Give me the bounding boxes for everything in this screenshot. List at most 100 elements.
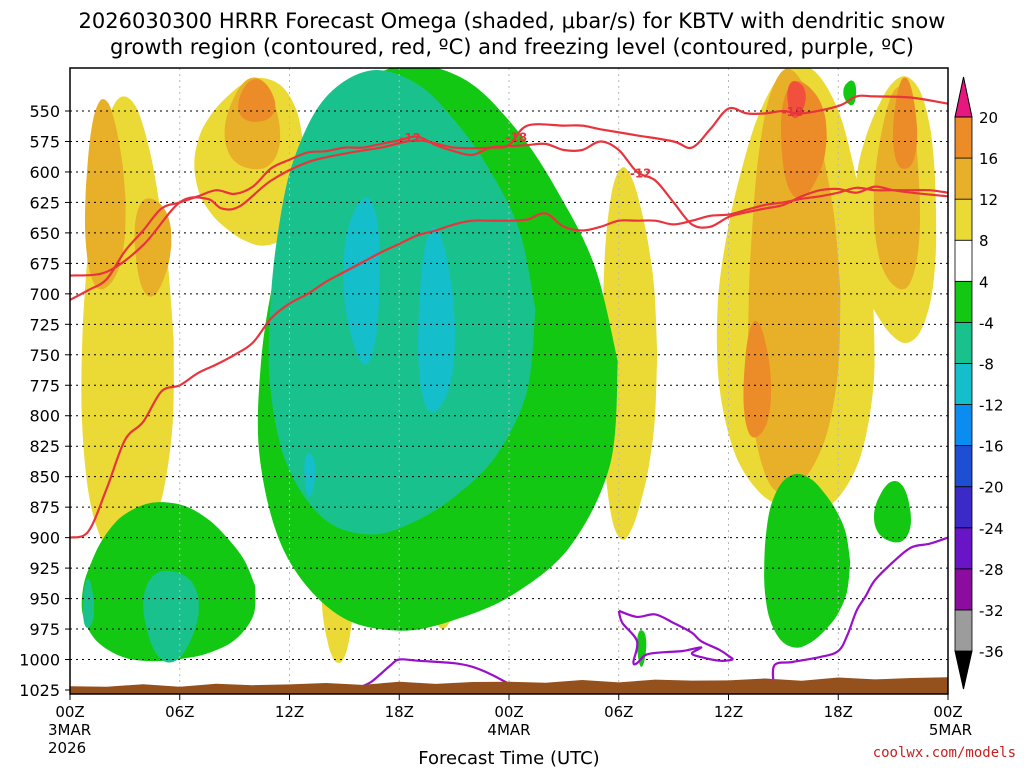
omega-region-hr4-7-blob bbox=[143, 570, 199, 663]
y-tick-label-625: 625 bbox=[29, 193, 60, 212]
colorbar-box-8-to-12 bbox=[954, 198, 973, 241]
colorbar-arrow-high bbox=[954, 76, 973, 118]
chart-title-line-1: 2026030300 HRRR Forecast Omega (shaded, … bbox=[79, 9, 946, 33]
colorbar-box--24-to--20 bbox=[954, 486, 973, 529]
y-tick-label-975: 975 bbox=[29, 620, 60, 639]
colorbar-arrow-low bbox=[954, 650, 973, 690]
x-tick-label-8: 00Z bbox=[933, 703, 962, 721]
y-tick-label-900: 900 bbox=[29, 529, 60, 548]
colorbar-label-8: 8 bbox=[979, 232, 989, 250]
colorbar-box--4-to-4 bbox=[954, 280, 973, 323]
x-tick-label-5: 06Z bbox=[604, 703, 633, 721]
y-tick-label-650: 650 bbox=[29, 224, 60, 243]
omega-region-hr37-5-peak bbox=[743, 320, 772, 438]
omega-region-hr15-17-core bbox=[343, 197, 380, 365]
y-tick-label-800: 800 bbox=[29, 407, 60, 426]
y-tick-label-875: 875 bbox=[29, 498, 60, 517]
x-tick-year-0: 2026 bbox=[48, 739, 86, 757]
terrain-band bbox=[70, 677, 948, 694]
y-tick-label-600: 600 bbox=[29, 163, 60, 182]
x-tick-label-1: 06Z bbox=[165, 703, 194, 721]
omega-region-hr38-42-5-low-blob bbox=[764, 473, 851, 648]
omega-region-hr39-6-max bbox=[787, 81, 806, 119]
colorbar-label-neg4: -4 bbox=[979, 314, 994, 332]
y-tick-label-1025: 1025 bbox=[19, 681, 60, 700]
y-tick-label-700: 700 bbox=[29, 285, 60, 304]
colorbar-box--12-to--8 bbox=[954, 363, 973, 405]
dgz-label-1-1: -18 bbox=[505, 130, 527, 144]
dgz-label-2-2: -12 bbox=[630, 167, 652, 181]
y-tick-label-725: 725 bbox=[29, 315, 60, 334]
colorbar-label-12: 12 bbox=[979, 191, 998, 209]
colorbar-box-4-to-8 bbox=[954, 239, 973, 282]
colorbar-label-neg28: -28 bbox=[979, 561, 1004, 579]
x-tick-label-6: 12Z bbox=[714, 703, 743, 721]
y-tick-label-550: 550 bbox=[29, 102, 60, 121]
omega-region-hr44-46-blob bbox=[873, 480, 911, 543]
x-tick-date-8: 5MAR bbox=[929, 721, 972, 739]
colorbar-label-neg32: -32 bbox=[979, 602, 1004, 620]
plot-frame bbox=[69, 67, 949, 695]
colorbar-box-12-to-16 bbox=[954, 157, 973, 200]
freezing-level-contour-2 bbox=[617, 609, 734, 666]
colorbar-box--32-to--28 bbox=[954, 568, 973, 611]
omega-region-hr45-5-peak bbox=[892, 77, 918, 169]
colorbar-box-16-to-20 bbox=[954, 116, 973, 159]
colorbar-box--20-to--16 bbox=[954, 445, 973, 488]
colorbar-box--16-to--12 bbox=[954, 404, 973, 447]
x-tick-label-3: 18Z bbox=[385, 703, 414, 721]
omega-region-hr13-core bbox=[304, 453, 316, 497]
colorbar: -36 -32 -28 -24 -20 -16 -12 -8 -4 4 8 12 16 20 bbox=[954, 76, 1004, 690]
colorbar-label-neg20: -20 bbox=[979, 479, 1004, 497]
plot-area bbox=[70, 68, 948, 694]
omega-region-hr31-sliver bbox=[637, 630, 647, 667]
y-tick-label-775: 775 bbox=[29, 376, 60, 395]
dgz-contour-2 bbox=[70, 135, 948, 301]
y-tick-label-825: 825 bbox=[29, 437, 60, 456]
dgz-contour-1 bbox=[70, 94, 948, 277]
credit-text: coolwx.com/models bbox=[873, 745, 1016, 761]
y-tick-label-850: 850 bbox=[29, 468, 60, 487]
y-tick-label-925: 925 bbox=[29, 559, 60, 578]
chart-title-line-2: growth region (contoured, red, ºC) and f… bbox=[110, 35, 914, 59]
freezing-level-contour-1 bbox=[358, 658, 510, 689]
dgz-contours bbox=[70, 94, 948, 539]
y-tick-label-750: 750 bbox=[29, 346, 60, 365]
colorbar-label-neg36: -36 bbox=[979, 643, 1004, 661]
colorbar-box--36-to--32 bbox=[954, 609, 973, 652]
colorbar-label-20: 20 bbox=[979, 109, 998, 127]
colorbar-label-16: 16 bbox=[979, 150, 998, 168]
colorbar-label-neg12: -12 bbox=[979, 397, 1004, 415]
x-tick-label-7: 18Z bbox=[824, 703, 853, 721]
omega-region-hr1-blob bbox=[82, 578, 94, 628]
x-tick-label-0: 00Z bbox=[55, 703, 84, 721]
x-tick-date-0: 3MAR bbox=[48, 721, 91, 739]
x-axis-title: Forecast Time (UTC) bbox=[418, 748, 599, 768]
x-tick-label-2: 12Z bbox=[275, 703, 304, 721]
y-tick-label-1000: 1000 bbox=[19, 651, 60, 670]
y-tick-label-675: 675 bbox=[29, 254, 60, 273]
colorbar-label-4: 4 bbox=[979, 273, 989, 291]
omega-region-hr10-2-peak bbox=[238, 79, 276, 122]
dgz-label-1-2: -18 bbox=[782, 105, 804, 119]
dgz-contour-3 bbox=[70, 186, 948, 539]
freezing-level-contours bbox=[358, 536, 948, 691]
freezing-level-contour-3 bbox=[771, 536, 948, 691]
x-tick-label-4: 00Z bbox=[494, 703, 523, 721]
omega-region-hr19-21-core bbox=[418, 227, 455, 413]
colorbar-box--8-to--4 bbox=[954, 321, 973, 364]
contour-labels: -18 -18 -12 -12 bbox=[399, 105, 804, 181]
omega-region-mid-level-plume bbox=[268, 70, 536, 535]
colorbar-label-neg16: -16 bbox=[979, 438, 1004, 456]
terrain bbox=[70, 677, 948, 694]
colorbar-box--28-to--24 bbox=[954, 527, 973, 570]
dgz-label-2-1: -12 bbox=[399, 131, 421, 145]
y-axis-labels: 550 575 600 625 650 675 700 725 750 775 800 825 850 8… bbox=[19, 102, 70, 700]
x-tick-date-4: 4MAR bbox=[487, 721, 530, 739]
y-tick-label-575: 575 bbox=[29, 132, 60, 151]
y-tick-label-950: 950 bbox=[29, 590, 60, 609]
omega-region-hr1-3-core bbox=[84, 99, 126, 290]
colorbar-label-neg24: -24 bbox=[979, 520, 1004, 538]
